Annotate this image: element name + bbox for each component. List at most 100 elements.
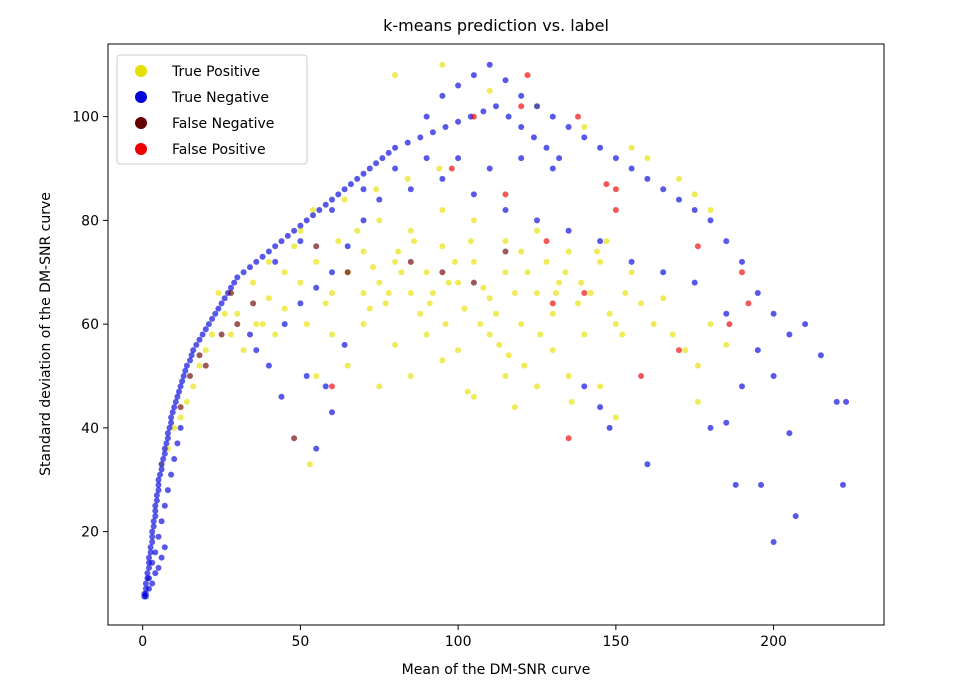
- y-axis-ticks: 20 40 60 80 100: [72, 110, 108, 541]
- point-true-positive: [669, 331, 676, 338]
- point-true-negative: [164, 430, 171, 437]
- point-true-negative: [265, 248, 272, 255]
- point-true-negative: [202, 326, 209, 333]
- point-true-positive: [297, 227, 304, 234]
- point-true-negative: [234, 274, 241, 281]
- point-true-negative: [581, 383, 588, 390]
- point-true-negative: [188, 352, 195, 359]
- y-tick-label: 40: [81, 421, 99, 437]
- point-true-positive: [183, 398, 190, 405]
- point-true-positive: [322, 300, 329, 307]
- point-true-positive: [392, 72, 399, 79]
- point-true-negative: [146, 554, 152, 561]
- point-true-negative: [518, 155, 525, 162]
- point-true-negative: [168, 471, 175, 478]
- point-true-positive: [568, 398, 575, 405]
- point-true-negative: [429, 129, 436, 136]
- point-true-negative: [322, 383, 329, 390]
- point-false-negative: [470, 279, 477, 286]
- point-true-negative: [329, 409, 335, 416]
- point-true-positive: [439, 243, 446, 250]
- point-true-negative: [329, 269, 335, 276]
- point-true-positive: [524, 269, 531, 276]
- point-true-positive: [259, 321, 266, 328]
- point-true-positive: [228, 331, 234, 338]
- point-true-positive: [650, 321, 657, 328]
- point-true-positive: [404, 175, 411, 182]
- point-true-positive: [461, 305, 468, 312]
- point-true-negative: [149, 528, 156, 535]
- point-true-positive: [543, 258, 550, 265]
- point-true-negative: [163, 440, 170, 447]
- point-true-negative: [439, 92, 446, 99]
- point-true-negative: [707, 217, 714, 224]
- point-true-positive: [518, 321, 525, 328]
- point-true-positive: [417, 310, 424, 317]
- point-true-negative: [313, 284, 320, 291]
- point-true-negative: [360, 186, 367, 193]
- point-true-positive: [439, 357, 446, 364]
- point-true-positive: [344, 362, 351, 369]
- point-true-positive: [644, 155, 651, 162]
- point-true-negative: [480, 108, 487, 115]
- point-false-positive: [329, 383, 335, 390]
- point-true-positive: [297, 279, 304, 286]
- point-false-negative: [202, 362, 209, 369]
- point-true-positive: [202, 347, 209, 354]
- point-true-negative: [231, 279, 238, 286]
- point-true-positive: [177, 414, 184, 421]
- point-true-negative: [284, 232, 291, 239]
- point-false-positive: [502, 191, 509, 198]
- point-true-negative: [160, 456, 167, 462]
- point-true-positive: [477, 321, 484, 328]
- point-true-positive: [502, 269, 509, 276]
- point-true-negative: [455, 118, 462, 125]
- point-true-negative: [691, 279, 698, 286]
- point-true-negative: [518, 92, 525, 99]
- point-false-positive: [676, 347, 682, 354]
- point-true-negative: [707, 424, 714, 431]
- x-axis-ticks: 0 50 100 150 200: [138, 625, 787, 650]
- point-true-positive: [502, 373, 509, 379]
- point-true-positive: [407, 373, 414, 379]
- point-true-negative: [153, 492, 160, 499]
- point-true-negative: [310, 212, 316, 219]
- point-true-negative: [157, 471, 163, 478]
- point-true-negative: [152, 549, 159, 556]
- point-true-positive: [511, 290, 518, 296]
- point-true-negative: [158, 466, 165, 473]
- point-true-negative: [176, 388, 182, 395]
- point-true-negative: [228, 284, 234, 291]
- point-true-positive: [537, 331, 544, 338]
- point-true-negative: [493, 103, 499, 110]
- point-true-positive: [682, 347, 689, 354]
- point-false-positive: [565, 435, 572, 442]
- point-true-negative: [597, 404, 604, 411]
- legend-marker-true-positive: [135, 65, 147, 77]
- point-true-negative: [505, 113, 512, 120]
- point-true-positive: [281, 269, 288, 276]
- point-true-negative: [723, 310, 730, 317]
- point-true-positive: [360, 290, 367, 296]
- point-true-negative: [297, 238, 304, 245]
- point-true-negative: [329, 196, 335, 203]
- point-true-negative: [161, 502, 168, 509]
- point-true-positive: [660, 295, 667, 302]
- point-true-positive: [360, 321, 367, 328]
- point-false-negative: [177, 404, 184, 411]
- x-tick-label: 150: [603, 634, 630, 650]
- point-true-negative: [486, 165, 493, 172]
- point-true-negative: [158, 461, 165, 468]
- legend-marker-false-positive: [135, 143, 147, 155]
- point-true-positive: [407, 290, 414, 296]
- point-true-positive: [606, 310, 613, 317]
- point-true-negative: [754, 347, 761, 354]
- point-true-negative: [597, 238, 604, 245]
- point-true-negative: [212, 310, 219, 317]
- point-true-negative: [142, 580, 149, 587]
- point-true-negative: [303, 373, 310, 379]
- point-true-positive: [486, 87, 493, 94]
- point-true-positive: [565, 373, 572, 379]
- point-true-positive: [628, 144, 635, 151]
- point-true-positive: [313, 258, 320, 265]
